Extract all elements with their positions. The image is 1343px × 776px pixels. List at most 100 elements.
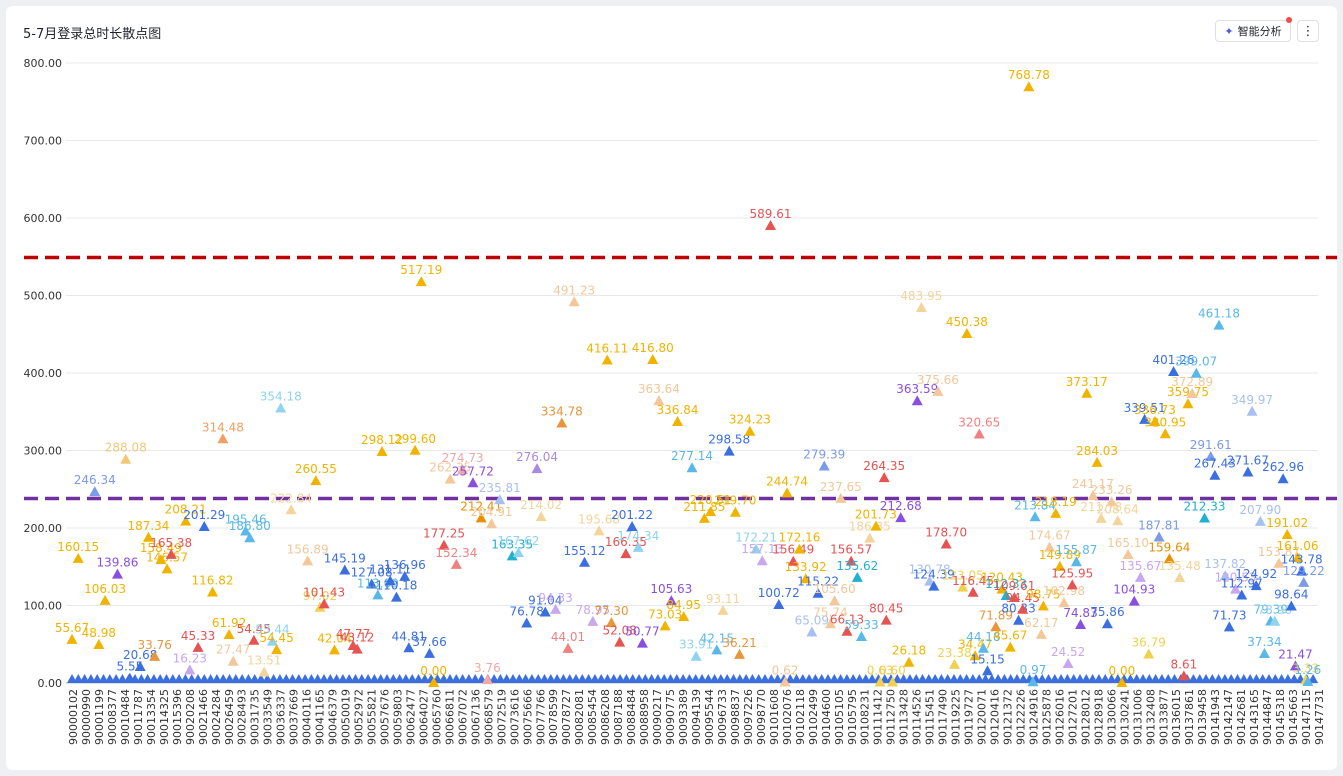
- data-point: [982, 665, 994, 676]
- data-point: [1081, 387, 1093, 398]
- data-label: 48.98: [82, 626, 116, 640]
- x-tick-label: 90028493: [236, 689, 249, 745]
- x-tick-label: 90147115: [1300, 689, 1313, 745]
- data-point: [1285, 600, 1297, 611]
- data-point: [932, 385, 944, 396]
- x-tick-label: 90052972: [353, 689, 366, 745]
- data-point: [376, 445, 388, 456]
- data-point: [878, 472, 890, 483]
- baseline-marker: [306, 674, 317, 683]
- data-label: 65.09: [795, 614, 829, 628]
- data-point: [1242, 466, 1254, 477]
- data-label: 98.75: [1026, 587, 1060, 601]
- data-point: [587, 615, 599, 626]
- baseline-marker: [1169, 674, 1180, 683]
- data-point: [99, 594, 111, 605]
- x-tick-label: 90075666: [521, 689, 534, 745]
- y-tick-label: 600.00: [24, 212, 63, 225]
- data-point: [285, 504, 297, 515]
- data-point: [723, 445, 735, 456]
- data-point: [1029, 511, 1041, 522]
- data-point: [1292, 552, 1304, 563]
- data-label: 208.21: [165, 503, 207, 517]
- x-tick-label: 90120416: [989, 689, 1002, 745]
- x-tick-label: 90119225: [950, 689, 963, 745]
- x-tick-label: 90020208: [184, 689, 197, 745]
- baseline-marker: [829, 674, 840, 683]
- data-label: 320.65: [958, 415, 1000, 429]
- x-tick-label: 90147731: [1313, 689, 1326, 745]
- data-label: 37.34: [1247, 635, 1281, 649]
- more-vertical-icon[interactable]: ⋮: [1297, 20, 1319, 42]
- data-label: 177.25: [423, 527, 465, 541]
- data-point: [1027, 676, 1039, 687]
- baseline-marker: [407, 674, 418, 683]
- data-label: 37.66: [412, 635, 446, 649]
- data-point: [1143, 648, 1155, 659]
- data-label: 106.03: [84, 582, 126, 596]
- x-tick-label: 90041165: [314, 689, 327, 745]
- data-label: 98.64: [1274, 588, 1308, 602]
- baseline-marker: [665, 674, 676, 683]
- baseline-marker: [350, 674, 361, 683]
- data-label: 149.89: [1039, 548, 1081, 562]
- data-point: [632, 541, 644, 552]
- data-point: [217, 433, 229, 444]
- data-label: 44.18: [966, 630, 1000, 644]
- baseline-marker: [1138, 674, 1148, 683]
- x-tick-label: 90114526: [911, 689, 924, 745]
- data-label: 23.38: [937, 646, 971, 660]
- baseline-marker: [451, 674, 462, 683]
- x-tick-label: 90094139: [690, 689, 703, 745]
- baseline-marker: [974, 674, 985, 683]
- baseline-marker: [1188, 674, 1199, 683]
- data-point: [1236, 589, 1248, 600]
- data-point: [1223, 621, 1235, 632]
- data-point: [653, 395, 665, 406]
- baseline-marker: [1308, 674, 1319, 683]
- data-point: [258, 666, 270, 677]
- x-tick-label: 90077766: [534, 689, 547, 745]
- data-label: 212.41: [460, 499, 502, 513]
- x-tick-label: 90102076: [781, 689, 794, 745]
- data-point: [800, 573, 812, 584]
- x-tick-label: 90112750: [885, 689, 898, 745]
- reference-lines: [24, 255, 1337, 501]
- data-point: [438, 539, 450, 550]
- baseline-marker: [709, 674, 720, 683]
- data-point: [705, 506, 717, 517]
- baseline-marker: [993, 674, 1004, 683]
- baseline-marker: [621, 674, 632, 683]
- data-label: 220.51: [690, 493, 732, 507]
- x-tick-label: 90136015: [1170, 689, 1183, 745]
- x-tick-label: 90067072: [456, 689, 469, 745]
- data-label: 172.16: [778, 531, 820, 545]
- x-tick-label: 90015396: [171, 689, 184, 745]
- baseline-marker: [375, 674, 386, 683]
- baseline-marker: [760, 674, 770, 683]
- x-tick-label: 90108231: [859, 689, 872, 745]
- data-label: 135.48: [1159, 559, 1201, 573]
- data-point: [1000, 589, 1012, 600]
- data-label: 187.81: [1138, 518, 1180, 532]
- baseline-marker: [230, 674, 241, 683]
- data-label: 349.97: [1231, 393, 1273, 407]
- data-point: [647, 353, 659, 364]
- data-point: [1050, 507, 1062, 518]
- data-point: [1213, 319, 1225, 330]
- data-label: 54.45: [237, 622, 271, 636]
- baseline-marker: [526, 674, 537, 683]
- x-tick-label: 90141943: [1209, 689, 1222, 745]
- data-label: 195.46: [225, 513, 267, 527]
- data-point: [266, 635, 278, 646]
- baseline-marker: [249, 674, 260, 683]
- baseline-marker: [1264, 674, 1274, 683]
- data-label: 52.08: [602, 624, 636, 638]
- smart-analysis-button[interactable]: ✦ 智能分析: [1215, 20, 1291, 42]
- data-label: 8.61: [1171, 657, 1198, 671]
- data-point: [880, 614, 892, 625]
- data-label: 120.43: [981, 571, 1023, 585]
- data-label: 55.67: [55, 621, 89, 635]
- data-point: [911, 395, 923, 406]
- baseline-marker: [671, 674, 682, 683]
